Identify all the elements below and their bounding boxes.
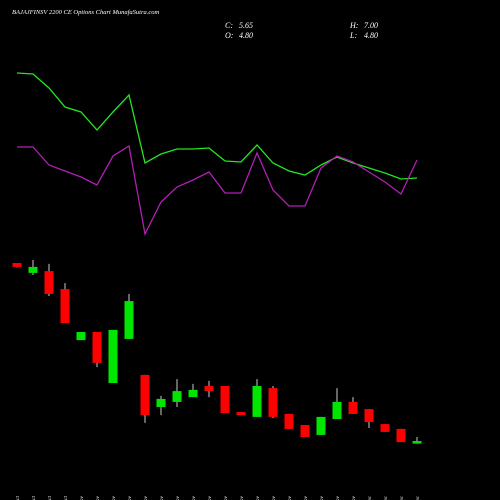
candle-body — [300, 425, 310, 437]
x-tick-label: 30 Oct — [47, 496, 53, 500]
candle-body — [76, 332, 86, 341]
x-tick-label: 19 Nov — [239, 495, 245, 500]
x-tick-label: 01 Dec — [367, 495, 373, 500]
x-tick-label: 03 Nov — [79, 495, 85, 500]
candle-body — [140, 374, 150, 416]
candle-body — [268, 388, 278, 417]
indicator-line — [17, 144, 418, 237]
candle-body — [316, 416, 326, 435]
x-tick-label: 14 Nov — [190, 495, 197, 500]
candle-body — [220, 386, 230, 413]
x-tick-label: 28 Oct — [15, 496, 21, 500]
x-tick-label: 24 Nov — [286, 495, 293, 500]
candle-body — [284, 413, 294, 429]
x-tick-label: 11 Nov — [143, 495, 149, 500]
x-tick-label: 25 Nov — [303, 495, 309, 500]
x-tick-label: 06 Nov — [95, 495, 101, 500]
x-tick-label: 07 Nov — [111, 495, 117, 500]
x-tick-label: 20 Nov — [255, 495, 261, 500]
x-tick-label: 10 Nov — [127, 495, 133, 500]
stat-value: 4.80 — [364, 31, 378, 40]
candle-body — [188, 389, 198, 398]
candle-body — [44, 271, 54, 294]
candle-body — [204, 386, 214, 392]
candle-body — [348, 401, 358, 414]
candle-body — [60, 289, 70, 323]
candle-body — [236, 412, 246, 416]
stat-label: O: — [225, 31, 234, 40]
x-tick-label: 13 Nov — [175, 495, 181, 500]
x-tick-label: 26 Nov — [319, 495, 325, 500]
candle-body — [92, 332, 102, 363]
candle-body — [364, 409, 374, 422]
x-tick-label: 29 Oct — [31, 496, 37, 500]
candle-body — [396, 428, 406, 443]
stat-label: C: — [225, 21, 233, 30]
x-tick-label: 04 Dec — [414, 495, 421, 500]
candle-body — [156, 398, 166, 407]
candle-body — [124, 301, 134, 339]
stat-value: 4.80 — [239, 31, 253, 40]
candle-body — [380, 424, 390, 432]
x-tick-label: 03 Dec — [399, 495, 405, 500]
x-tick-label: 31 Oct — [63, 496, 69, 500]
candle-body — [108, 329, 118, 383]
stat-label: L: — [349, 31, 357, 40]
stat-value: 7.00 — [364, 21, 378, 30]
candle-body — [332, 401, 342, 419]
x-tick-label: 02 Dec — [383, 495, 389, 500]
x-tick-label: 21 Nov — [271, 495, 277, 500]
x-tick-label: 12 Nov — [159, 495, 165, 500]
candle-body — [412, 441, 422, 444]
stat-value: 5.65 — [239, 21, 253, 30]
x-tick-label: 28 Nov — [351, 495, 357, 500]
x-tick-label: 17 Nov — [207, 495, 213, 500]
stat-label: H: — [349, 21, 359, 30]
candle-body — [28, 266, 38, 273]
chart-title: BAJAJFINSV 2200 CE Options Chart MunafaS… — [12, 9, 160, 16]
candle-body — [252, 386, 262, 417]
candle-body — [12, 263, 22, 267]
indicator-line — [16, 72, 418, 180]
x-tick-label: 18 Nov — [223, 495, 229, 500]
candle-body — [172, 391, 182, 402]
x-tick-label: 27 Nov — [335, 495, 341, 500]
